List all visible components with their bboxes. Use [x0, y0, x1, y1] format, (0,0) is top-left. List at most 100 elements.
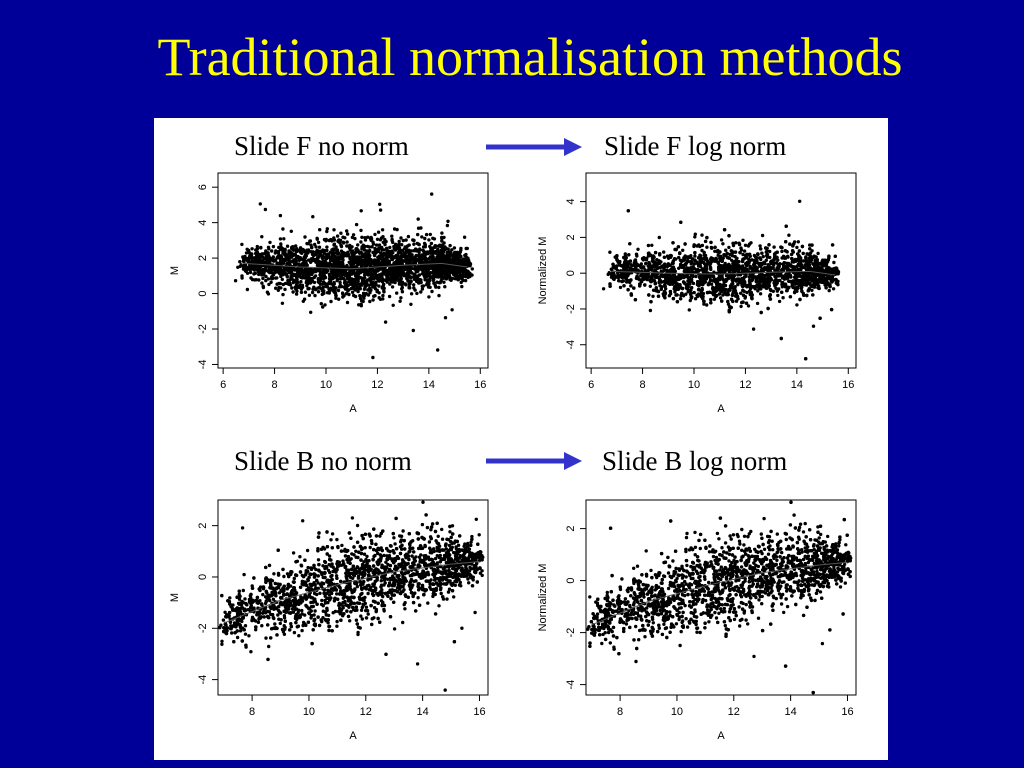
- scatter-point: [248, 270, 253, 275]
- scatter-point: [307, 293, 312, 297]
- scatter-point: [387, 249, 391, 254]
- scatter-point: [318, 273, 322, 277]
- scatter-point: [364, 272, 369, 276]
- scatter-point: [651, 260, 655, 264]
- scatter-point: [776, 278, 781, 283]
- scatter-point: [277, 271, 281, 275]
- scatter-point: [286, 279, 290, 283]
- scatter-point: [811, 293, 815, 297]
- scatter-point: [384, 247, 389, 251]
- scatter-point: [313, 253, 318, 257]
- scatter-point: [715, 281, 720, 286]
- scatter-point: [291, 273, 296, 278]
- scatter-point: [810, 288, 814, 292]
- scatter-point: [764, 258, 768, 262]
- scatter-point: [343, 283, 347, 288]
- scatter-point: [621, 279, 625, 283]
- scatter-point: [361, 261, 366, 266]
- scatter-point: [668, 277, 673, 281]
- scatter-point: [379, 255, 383, 259]
- scatter-point: [703, 239, 708, 244]
- scatter-point: [297, 262, 301, 266]
- scatter-point: [297, 258, 301, 262]
- scatter-point: [347, 280, 352, 284]
- scatter-point: [315, 236, 319, 240]
- scatter-point: [622, 284, 626, 288]
- scatter-point: [365, 249, 369, 253]
- scatter-point: [303, 259, 308, 263]
- scatter-point: [304, 274, 309, 279]
- scatter-point: [390, 285, 395, 289]
- scatter-point: [790, 260, 794, 264]
- scatter-point: [337, 297, 341, 301]
- scatter-point: [775, 250, 779, 254]
- label-slide-b-no-norm: Slide B no norm: [234, 446, 412, 476]
- scatter-point: [831, 287, 836, 291]
- scatter-point: [611, 262, 615, 266]
- scatter-point: [679, 220, 683, 224]
- scatter-point: [787, 270, 791, 275]
- scatter-point: [784, 224, 788, 228]
- scatter-point: [290, 286, 294, 290]
- scatter-point: [734, 294, 738, 298]
- scatter-point: [659, 269, 664, 273]
- scatter-point: [335, 256, 339, 261]
- scatter-point: [468, 274, 472, 279]
- scatter-point: [338, 269, 342, 273]
- scatter-point: [768, 249, 772, 254]
- scatter-point: [254, 278, 258, 282]
- scatter-point: [758, 264, 763, 268]
- scatter-point: [276, 288, 280, 292]
- scatter-point: [341, 235, 345, 239]
- scatter-point: [240, 242, 244, 247]
- scatter-point: [319, 302, 323, 306]
- scatter-point: [668, 289, 673, 294]
- scatter-point: [413, 288, 417, 292]
- scatter-point: [321, 280, 326, 284]
- scatter-point: [344, 265, 348, 269]
- scatter-point: [409, 302, 413, 306]
- scatter-point: [279, 259, 284, 263]
- scatter-point: [417, 258, 421, 262]
- scatter-point: [258, 257, 262, 261]
- scatter-point: [798, 258, 802, 263]
- scatter-point: [656, 294, 661, 298]
- scatter-point: [430, 289, 434, 294]
- scatter-point: [334, 247, 338, 252]
- scatter-point: [804, 256, 808, 260]
- scatter-point: [745, 290, 749, 295]
- scatter-point: [344, 271, 349, 276]
- scatter-point: [353, 236, 357, 241]
- scatter-point: [795, 303, 799, 307]
- scatter-point: [345, 232, 350, 236]
- scatter-point: [324, 284, 328, 289]
- scatter-point: [356, 243, 360, 247]
- scatter-point: [760, 251, 764, 255]
- scatter-point: [729, 297, 734, 301]
- scatter-point: [261, 276, 265, 281]
- scatter-point: [436, 248, 440, 252]
- scatter-point: [758, 283, 762, 288]
- scatter-point: [447, 250, 451, 254]
- scatter-point: [648, 308, 653, 313]
- scatter-point: [347, 292, 351, 297]
- scatter-point: [796, 285, 800, 289]
- scatter-point: [250, 277, 255, 282]
- scatter-point: [797, 249, 802, 253]
- scatter-point: [331, 289, 336, 293]
- scatter-point: [434, 275, 439, 279]
- scatter-point: [692, 290, 696, 295]
- y-axis-label: Normalized M: [537, 237, 549, 305]
- scatter-point: [716, 261, 721, 265]
- scatter-point: [755, 278, 759, 282]
- scatter-point: [300, 285, 305, 289]
- scatter-point: [375, 247, 380, 252]
- scatter-point: [379, 273, 384, 277]
- scatter-point: [696, 256, 701, 260]
- scatter-point: [685, 286, 689, 291]
- scatter-point: [438, 252, 443, 256]
- scatter-point: [827, 254, 831, 258]
- scatter-point: [816, 251, 820, 256]
- scatter-point: [384, 239, 388, 244]
- scatter-point: [774, 261, 779, 265]
